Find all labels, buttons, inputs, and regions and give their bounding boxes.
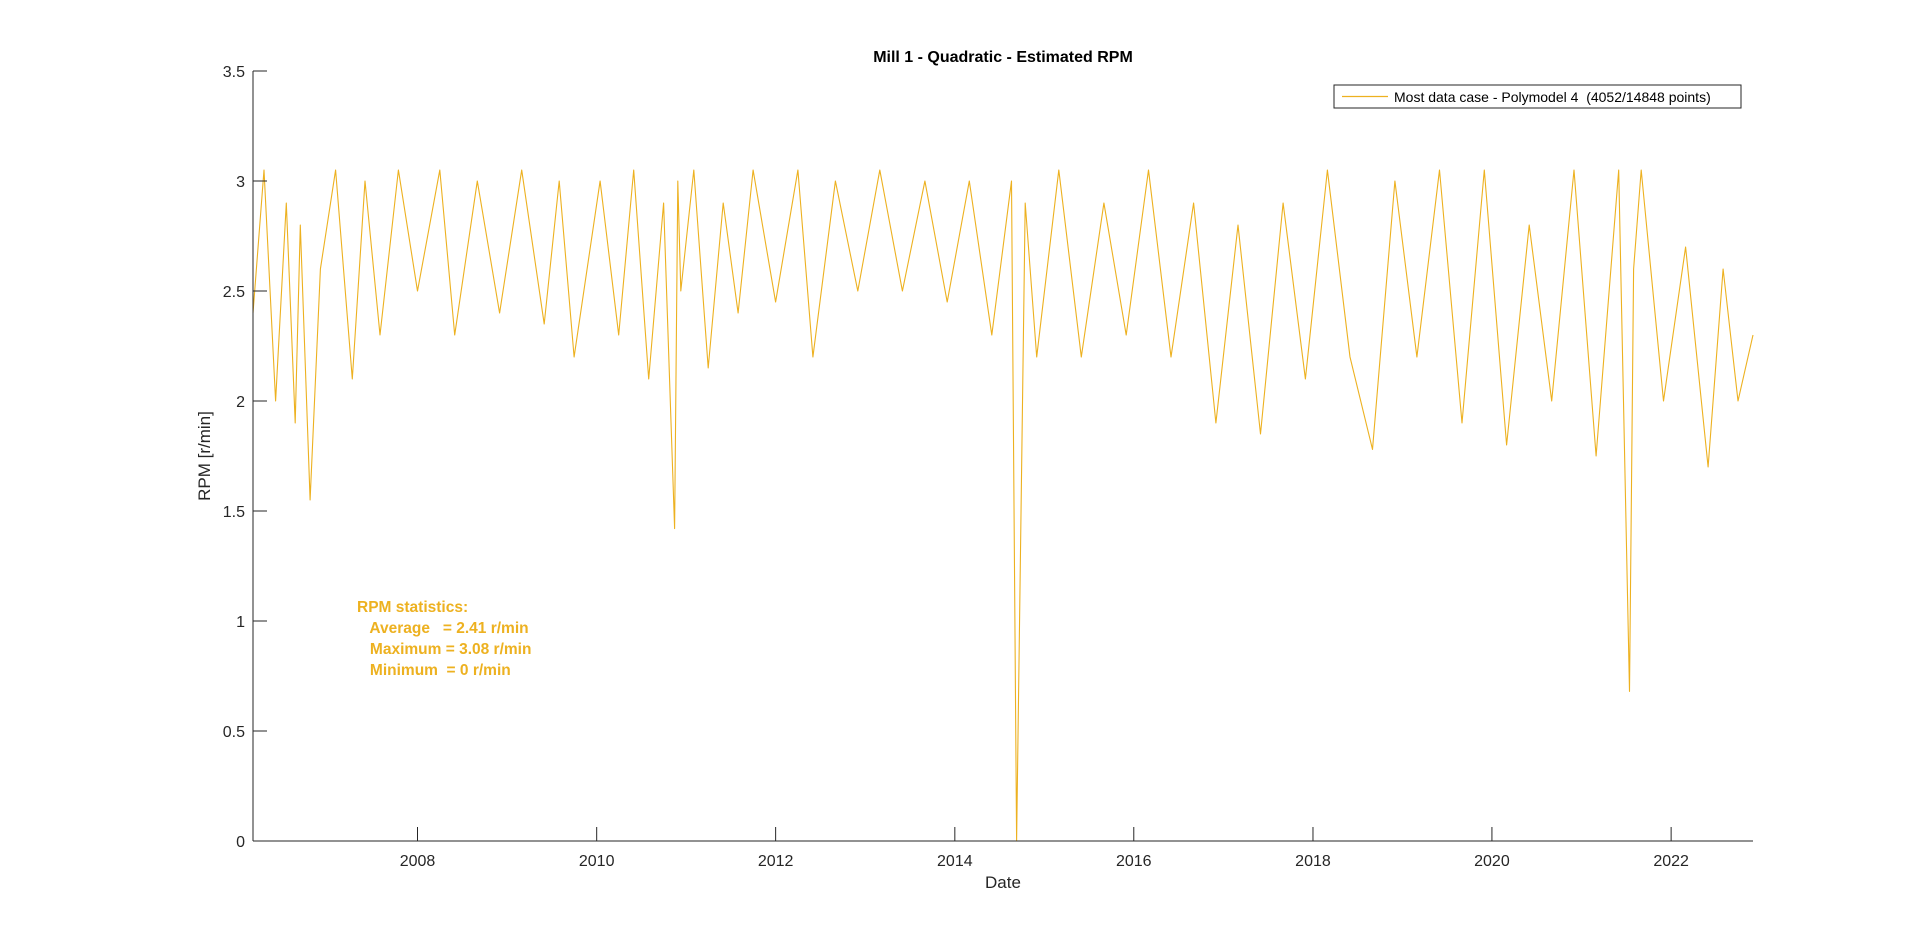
stats-annotation: RPM statistics: Average = 2.41 r/min Max… <box>357 599 531 679</box>
series-group <box>252 169 1754 842</box>
x-tick-label: 2018 <box>1295 853 1331 870</box>
y-tick-label: 3 <box>236 174 245 191</box>
stats-minimum: Minimum = 0 r/min <box>357 662 511 679</box>
legend-entry-label: Most data case - Polymodel 4 (4052/14848… <box>1394 89 1711 105</box>
x-tick-label: 2010 <box>579 853 615 870</box>
x-tick-label: 2016 <box>1116 853 1152 870</box>
x-axis-label: Date <box>985 873 1021 892</box>
y-tick-label: 2.5 <box>223 284 245 301</box>
x-tick-label: 2020 <box>1474 853 1510 870</box>
y-tick-label: 0 <box>236 834 245 851</box>
stats-maximum: Maximum = 3.08 r/min <box>357 641 531 658</box>
x-ticks: 2008 2010 2012 2014 2016 2018 2020 2022 <box>400 827 1689 870</box>
y-tick-label: 2 <box>236 394 245 411</box>
stats-heading: RPM statistics: <box>357 599 468 616</box>
y-tick-label: 3.5 <box>223 64 245 81</box>
plot-area <box>253 71 1753 841</box>
chart-title: Mill 1 - Quadratic - Estimated RPM <box>873 49 1133 66</box>
legend-box <box>1333 84 1742 109</box>
x-tick-label: 2012 <box>758 853 794 870</box>
y-axis-label: RPM [r/min] <box>195 411 214 501</box>
stats-average: Average = 2.41 r/min <box>357 620 529 637</box>
x-tick-label: 2008 <box>400 853 436 870</box>
series-line-0 <box>252 169 1754 842</box>
y-ticks: 0 0.5 1 1.5 2 2.5 3 3.5 <box>223 64 267 851</box>
legend: Most data case - Polymodel 4 (4052/14848… <box>1333 84 1742 109</box>
x-tick-label: 2022 <box>1653 853 1689 870</box>
y-tick-label: 1.5 <box>223 504 245 521</box>
y-tick-label: 1 <box>236 614 245 631</box>
y-tick-label: 0.5 <box>223 724 245 741</box>
x-tick-label: 2014 <box>937 853 973 870</box>
